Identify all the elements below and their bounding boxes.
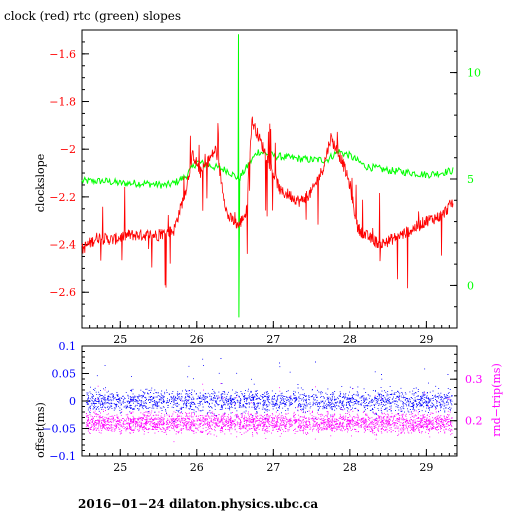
bottom-left-tick-label: −0.05 xyxy=(42,423,76,436)
bottom-left-axis-label: offset(ms) xyxy=(34,402,47,458)
top-left-tick-label: −2 xyxy=(60,143,76,156)
top-right-tick-label: 5 xyxy=(467,173,474,186)
rtc-slope-line xyxy=(81,149,454,189)
bottom-points-group xyxy=(85,358,453,443)
top-left-axis-label: clockslope xyxy=(34,154,47,212)
bottom-left-tick-label: 0.05 xyxy=(52,368,77,381)
top-left-tick-label: −2.6 xyxy=(49,286,76,299)
top-left-axis: −2.6 −2.4 −2.2 −2 −1.8 −1.6 xyxy=(49,29,89,329)
top-right-axis: 0 5 10 xyxy=(450,29,481,329)
top-left-tick-label: −1.8 xyxy=(49,96,76,109)
top-x-tick-label: 27 xyxy=(266,333,280,346)
roundtrip-points xyxy=(85,383,453,443)
top-x-tick-label: 26 xyxy=(190,333,204,346)
top-right-tick-label: 10 xyxy=(467,67,481,80)
clock-slope-line xyxy=(81,116,454,289)
top-x-axis: 25 26 27 28 29 xyxy=(81,321,450,346)
top-x-tick-label: 25 xyxy=(113,333,127,346)
top-left-tick-label: −1.6 xyxy=(49,48,76,61)
top-x-tick-label: 28 xyxy=(343,333,357,346)
top-left-tick-label: −2.4 xyxy=(49,239,76,252)
top-x-tick-label: 29 xyxy=(419,333,433,346)
top-left-tick-label: −2.2 xyxy=(49,191,76,204)
bottom-right-tick-label: 0.2 xyxy=(465,415,483,428)
bottom-x-tick-label: 25 xyxy=(113,461,127,474)
bottom-right-axis-label: rnd−trip(ms) xyxy=(490,363,503,437)
bottom-left-tick-label: 0.1 xyxy=(59,340,77,353)
rtc-slope-spike xyxy=(237,34,241,318)
bottom-left-tick-label: −0.1 xyxy=(49,450,76,463)
offset-points xyxy=(86,358,453,422)
bottom-x-tick-label: 28 xyxy=(343,461,357,474)
top-series-group xyxy=(81,34,454,318)
bottom-x-tick-label: 26 xyxy=(190,461,204,474)
bottom-right-axis: 0.2 0.3 xyxy=(450,353,483,455)
top-right-tick-label: 0 xyxy=(467,279,474,292)
bottom-left-axis: −0.1 −0.05 0 0.05 0.1 xyxy=(42,340,89,463)
bottom-offset-chart: offset(ms) rnd−trip(ms) −0.1 −0.05 0 0.05 0.… xyxy=(34,340,503,474)
bottom-x-axis: 25 26 27 28 29 xyxy=(81,449,450,474)
bottom-left-tick-label: 0 xyxy=(69,395,76,408)
top-slopes-chart: clock (red) rtc (green) slopes clockslop… xyxy=(4,9,481,346)
bottom-right-tick-label: 0.3 xyxy=(465,373,483,386)
bottom-x-tick-label: 27 xyxy=(266,461,280,474)
footer-text: 2016−01−24 dilaton.physics.ubc.ca xyxy=(78,497,318,511)
top-chart-title: clock (red) rtc (green) slopes xyxy=(4,9,181,23)
bottom-x-tick-label: 29 xyxy=(419,461,433,474)
